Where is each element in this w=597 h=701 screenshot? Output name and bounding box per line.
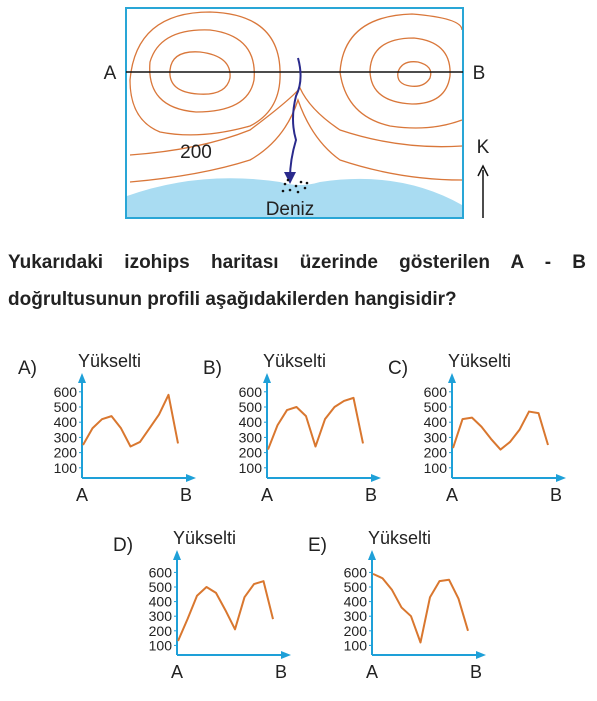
y-tick-label: 100 [239,460,263,476]
x-start-label: A [366,662,378,682]
profile-line [372,572,469,644]
y-tick-label: 300 [149,608,173,624]
x-axis-arrow [476,651,486,659]
x-end-label: B [365,485,377,505]
profile-line [82,393,179,448]
north-arrow-head [477,164,489,177]
profile-line [452,410,549,451]
y-tick-label: 500 [344,579,368,595]
x-axis-arrow [281,651,291,659]
option-label: D) [113,535,133,556]
sea [127,178,462,217]
x-end-label: B [180,485,192,505]
map: A B K 200 Deniz [104,7,490,220]
option-label: B) [203,358,222,379]
y-tick-label: 100 [344,637,368,653]
x-axis-arrow [186,474,196,482]
y-tick-label: 600 [424,384,448,400]
y-tick-label: 600 [149,564,173,580]
y-tick-label: 200 [54,445,78,461]
y-tick-label: 200 [424,445,448,461]
y-tick-label: 500 [239,399,263,415]
x-end-label: B [550,485,562,505]
y-axis-label: Yükselti [173,528,236,548]
x-start-label: A [76,485,88,505]
label-a: A [104,63,117,84]
y-tick-label: 100 [54,460,78,476]
y-tick-label: 500 [424,399,448,415]
y-tick-label: 200 [239,445,263,461]
y-axis-label: Yükselti [263,351,326,371]
y-axis-label: Yükselti [368,528,431,548]
y-tick-label: 100 [149,637,173,653]
y-tick-label: 200 [344,623,368,639]
x-start-label: A [261,485,273,505]
x-axis-arrow [371,474,381,482]
y-axis-arrow [368,550,376,560]
y-tick-label: 400 [344,594,368,610]
map-frame [125,7,464,219]
y-tick-label: 100 [424,460,448,476]
y-tick-label: 300 [54,429,78,445]
y-tick-label: 600 [54,384,78,400]
y-axis-arrow [173,550,181,560]
y-axis-arrow [448,373,456,383]
question: Yukarıdaki izohips haritası üzerinde gös… [8,252,586,310]
y-tick-label: 400 [54,414,78,430]
y-tick-label: 600 [344,564,368,580]
label-b: B [473,63,486,84]
profile-line [267,396,364,450]
x-end-label: B [275,662,287,682]
y-tick-label: 400 [239,414,263,430]
y-tick-label: 300 [239,429,263,445]
y-tick-label: 400 [149,594,173,610]
y-tick-label: 300 [424,429,448,445]
river-arrow [284,172,296,184]
x-axis-arrow [556,474,566,482]
y-axis-arrow [78,373,86,383]
x-start-label: A [171,662,183,682]
x-end-label: B [470,662,482,682]
y-tick-label: 600 [239,384,263,400]
y-axis-arrow [263,373,271,383]
y-tick-label: 400 [424,414,448,430]
y-axis-label: Yükselti [78,351,141,371]
y-tick-label: 200 [149,623,173,639]
y-tick-label: 500 [149,579,173,595]
y-axis-label: Yükselti [448,351,511,371]
y-tick-label: 500 [54,399,78,415]
river [289,57,302,179]
option-label: A) [18,358,37,379]
contour-label: 200 [180,142,212,163]
profile-line [177,580,274,642]
option-label: C) [388,358,408,379]
y-tick-label: 300 [344,608,368,624]
option-label: E) [308,535,327,556]
north-label: K [477,137,490,158]
sea-label: Deniz [266,199,315,220]
x-start-label: A [446,485,458,505]
delta [281,178,309,194]
